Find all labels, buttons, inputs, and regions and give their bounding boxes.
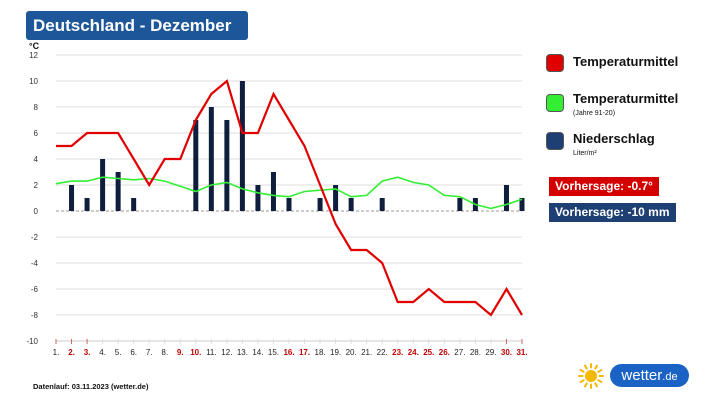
y-axis-unit-label: °C xyxy=(29,41,40,51)
precipitation-bar xyxy=(317,198,323,211)
y-tick-label: -10 xyxy=(26,337,38,346)
x-tick-labels: 1. 2. 3. 4. 5. 6. 7. 8. 9. 10. 11. 12. 13. 14. 15. 16. 1… xyxy=(53,348,528,357)
legend-swatch-temperature xyxy=(546,54,564,72)
y-tick-label: -8 xyxy=(31,311,39,320)
x-tick-label: 29. xyxy=(485,348,496,357)
sun-icon xyxy=(578,363,604,389)
y-tick-label: -6 xyxy=(31,285,39,294)
legend-sub-precipitation: Liter/m² xyxy=(573,150,597,157)
sun-ray xyxy=(597,369,603,373)
forecast-precipitation-badge: Vorhersage: -10 mm xyxy=(549,203,676,222)
logo-wordmark: wetter.de xyxy=(610,364,689,387)
forecast-temperature-badge: Vorhersage: -0.7° xyxy=(549,177,659,196)
precipitation-bar xyxy=(208,107,214,211)
sun-ray xyxy=(594,364,598,370)
x-tick-label: 28. xyxy=(470,348,481,357)
precipitation-bar xyxy=(286,198,292,211)
x-tick-label: 8. xyxy=(161,348,168,357)
x-tick-label: 9. xyxy=(177,348,184,357)
y-tick-label: -4 xyxy=(31,259,39,268)
temperature-line xyxy=(56,79,523,317)
y-tick-label: 0 xyxy=(34,207,39,216)
legend-swatch-temperature-normal xyxy=(546,94,564,112)
x-tick-label: 1. xyxy=(53,348,60,357)
logo-domain: .de xyxy=(662,371,678,383)
precipitation-bar xyxy=(503,185,509,211)
precipitation-bar xyxy=(131,198,137,211)
x-tick-label: 30. xyxy=(501,348,512,357)
precipitation-bars xyxy=(69,81,525,211)
precipitation-bar xyxy=(379,198,385,211)
x-tick-label: 3. xyxy=(84,348,91,357)
sun-ray xyxy=(594,382,598,388)
y-tick-labels: 12 10 8 6 4 2 0 -2 -4 -6 -8 -10 xyxy=(26,51,38,346)
precipitation-bar xyxy=(84,198,90,211)
x-tick-label: 31. xyxy=(516,348,527,357)
x-tick-label: 16. xyxy=(283,348,294,357)
y-tick-label: 10 xyxy=(29,77,38,86)
precipitation-bar xyxy=(224,120,230,211)
x-tick-label: 25. xyxy=(423,348,434,357)
y-tick-label: 8 xyxy=(34,103,39,112)
y-tick-label: 12 xyxy=(29,51,38,60)
x-tick-label: 23. xyxy=(392,348,403,357)
temperature-normal-line xyxy=(55,176,523,210)
y-tick-label: 4 xyxy=(34,155,39,164)
x-tick-label: 27. xyxy=(454,348,465,357)
y-tick-label: 2 xyxy=(34,181,39,190)
x-tick-label: 15. xyxy=(268,348,279,357)
x-tick-label: 5. xyxy=(115,348,122,357)
precipitation-bar xyxy=(333,185,339,211)
sun-ray xyxy=(597,379,603,383)
precipitation-bar xyxy=(519,198,525,211)
x-tick-label: 10. xyxy=(190,348,201,357)
precipitation-bar xyxy=(270,172,276,211)
y-tick-label: 6 xyxy=(34,129,39,138)
y-tick-label: -2 xyxy=(31,233,39,242)
legend-label-temperature: Temperaturmittel xyxy=(573,54,679,69)
x-tick-label: 2. xyxy=(68,348,75,357)
sun-ray xyxy=(584,364,588,370)
x-tick-label: 24. xyxy=(408,348,419,357)
sun-ray xyxy=(579,369,585,373)
precipitation-bar xyxy=(239,81,245,211)
x-tick-label: 21. xyxy=(361,348,372,357)
x-tick-label: 13. xyxy=(237,348,248,357)
precipitation-bar xyxy=(457,198,463,211)
legend-swatch-precipitation xyxy=(546,132,564,150)
legend-label-precipitation: Niederschlag xyxy=(573,131,655,146)
x-tick-label: 7. xyxy=(146,348,153,357)
x-tick-label: 11. xyxy=(206,348,217,357)
x-tick-label: 18. xyxy=(315,348,326,357)
legend-label-temperature-normal: Temperaturmittel xyxy=(573,91,679,106)
x-tick-label: 4. xyxy=(99,348,106,357)
precipitation-bar xyxy=(348,198,354,211)
x-tick-label: 12. xyxy=(221,348,232,357)
x-tick-label: 19. xyxy=(330,348,341,357)
wetter-de-logo: wetter.de xyxy=(577,363,689,389)
x-tick-label: 17. xyxy=(299,348,310,357)
weather-chart: °C 12 10 8 6 4 2 0 -2 -4 -6 -8 -10 1. 2. 3. 4. 5. 6. 7. 8.… xyxy=(26,41,528,357)
data-run-footer: Datenlauf: 03.11.2023 (wetter.de) xyxy=(33,382,149,391)
precipitation-bar xyxy=(255,185,261,211)
sun-ray xyxy=(579,379,585,383)
x-tick-label: 6. xyxy=(130,348,137,357)
x-tick-label: 14. xyxy=(252,348,263,357)
precipitation-bar xyxy=(69,185,75,211)
precipitation-bar xyxy=(193,120,199,211)
x-tick-label: 22. xyxy=(377,348,388,357)
chart-title: Deutschland - Dezember xyxy=(26,11,248,40)
x-tick-label: 26. xyxy=(439,348,450,357)
sun-ray xyxy=(584,382,588,388)
precipitation-bar xyxy=(100,159,106,211)
legend-sub-temperature-normal: (Jahre 91-20) xyxy=(573,110,616,117)
precipitation-bar xyxy=(115,172,121,211)
x-tick-label: 20. xyxy=(346,348,357,357)
temperature-lines xyxy=(55,79,523,317)
logo-text: wetter xyxy=(621,367,663,384)
